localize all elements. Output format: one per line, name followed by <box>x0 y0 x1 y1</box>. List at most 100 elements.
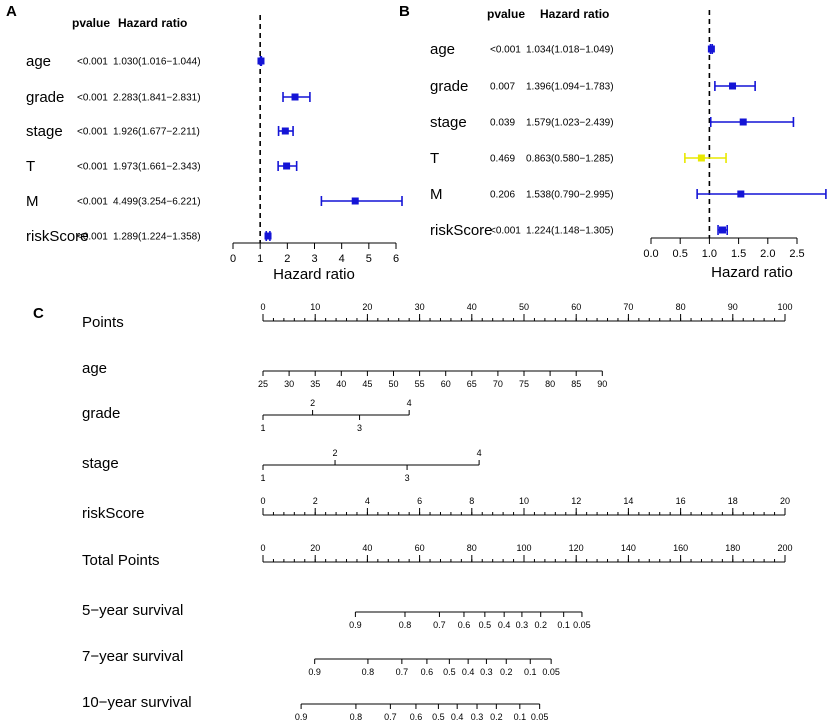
pvalue-text: <0.001 <box>77 162 108 173</box>
x-axis-tick-label: 6 <box>393 253 399 265</box>
nomogram-tick-label: 0.6 <box>421 667 434 677</box>
nomogram-tick-label: 0.05 <box>542 667 560 677</box>
hr-point <box>739 118 747 126</box>
nomogram-tick-label: 70 <box>493 379 503 389</box>
pvalue-text: <0.001 <box>77 232 108 243</box>
nomogram-tick-label: 160 <box>673 543 688 553</box>
nomogram-category-label: 1 <box>260 473 265 483</box>
nomogram-row-label: Points <box>82 314 124 331</box>
nomogram-tick-label: 0.9 <box>349 620 362 630</box>
nomogram-tick-label: 0.5 <box>479 620 492 630</box>
nomogram-tick-label: 0.8 <box>399 620 412 630</box>
row-label: stage <box>26 123 63 140</box>
nomogram-tick-label: 6 <box>417 496 422 506</box>
nomogram-tick-label: 0.4 <box>462 667 475 677</box>
forest-plot-b: B pvalue Hazard ratio age <0.001 1.034(1.0… <box>399 3 827 281</box>
row-label: riskScore <box>430 222 493 239</box>
pvalue-text: <0.001 <box>77 127 108 138</box>
hr-text: 0.863(0.580−1.285) <box>526 154 614 165</box>
pvalue-text: <0.001 <box>490 45 521 56</box>
x-axis-tick-label: 3 <box>311 253 317 265</box>
hr-text: 1.973(1.661−2.343) <box>113 162 201 173</box>
pvalue-text: <0.001 <box>490 226 521 237</box>
nomogram-row-label: 10−year survival <box>82 694 192 711</box>
x-axis-tick-label: 2.0 <box>760 248 775 260</box>
nomogram-tick-label: 55 <box>415 379 425 389</box>
nomogram-tick-label: 40 <box>467 302 477 312</box>
x-axis-tick-label: 1 <box>257 253 263 265</box>
nomogram-tick-label: 0.1 <box>524 667 537 677</box>
x-axis-tick-label: 1.0 <box>702 248 717 260</box>
nomogram-tick-label: 0.4 <box>498 620 511 630</box>
hr-point <box>291 93 299 101</box>
hr-text: 1.030(1.016−1.044) <box>113 57 201 68</box>
nomogram-tick-label: 18 <box>728 496 738 506</box>
row-label: grade <box>26 89 64 106</box>
nomogram-tick-label: 30 <box>284 379 294 389</box>
nomogram-tick-label: 0.8 <box>362 667 375 677</box>
row-label: T <box>26 158 35 175</box>
hr-text: 1.579(1.023−2.439) <box>526 118 614 129</box>
nomogram-tick-label: 0.3 <box>471 712 484 722</box>
hr-point <box>729 82 737 90</box>
nomogram-tick-label: 16 <box>676 496 686 506</box>
x-axis-label-b: Hazard ratio <box>711 264 793 281</box>
nomogram-tick-label: 120 <box>569 543 584 553</box>
nomogram-tick-label: 0.5 <box>432 712 445 722</box>
nomogram-tick-label: 0.7 <box>433 620 446 630</box>
nomogram-row-label: stage <box>82 455 119 472</box>
nomogram-tick-label: 0 <box>260 496 265 506</box>
nomogram-tick-label: 8 <box>469 496 474 506</box>
hr-text: 4.499(3.254−6.221) <box>113 197 201 208</box>
header-hr-a: Hazard ratio <box>118 16 187 30</box>
hr-point <box>283 162 291 170</box>
nomogram-tick-label: 140 <box>621 543 636 553</box>
nomogram-tick-label: 0.2 <box>490 712 503 722</box>
nomogram-tick-label: 70 <box>623 302 633 312</box>
nomogram-row-label: Total Points <box>82 552 160 569</box>
nomogram-tick-label: 0.7 <box>384 712 397 722</box>
pvalue-text: <0.001 <box>77 57 108 68</box>
hr-point <box>257 57 265 65</box>
hr-point <box>707 45 715 53</box>
nomogram-tick-label: 80 <box>545 379 555 389</box>
nomogram-tick-label: 20 <box>310 543 320 553</box>
nomogram-tick-label: 90 <box>728 302 738 312</box>
nomogram-tick-label: 100 <box>777 302 792 312</box>
nomogram-tick-label: 0.2 <box>534 620 547 630</box>
nomogram-tick-label: 0 <box>260 302 265 312</box>
nomogram-row-label: age <box>82 360 107 377</box>
nomogram-row-label: grade <box>82 405 120 422</box>
row-label: riskScore <box>26 228 89 245</box>
pvalue-text: 0.007 <box>490 82 515 93</box>
hr-point <box>281 127 289 135</box>
nomogram-tick-label: 85 <box>571 379 581 389</box>
nomogram-category-label: 4 <box>407 398 412 408</box>
row-label: M <box>26 193 39 210</box>
panel-label-c: C <box>33 305 44 322</box>
nomogram-tick-label: 60 <box>571 302 581 312</box>
x-axis-tick-label: 4 <box>339 253 345 265</box>
nomogram-tick-label: 65 <box>467 379 477 389</box>
nomogram-tick-label: 80 <box>467 543 477 553</box>
hr-text: 1.396(1.094−1.783) <box>526 82 614 93</box>
nomogram-category-label: 3 <box>357 423 362 433</box>
nomogram-tick-label: 100 <box>516 543 531 553</box>
nomogram-tick-label: 25 <box>258 379 268 389</box>
nomogram-tick-label: 0.6 <box>410 712 423 722</box>
nomogram-tick-label: 10 <box>519 496 529 506</box>
nomogram-tick-label: 0 <box>260 543 265 553</box>
nomogram-tick-label: 30 <box>415 302 425 312</box>
hr-point <box>264 232 272 240</box>
nomogram-tick-label: 45 <box>362 379 372 389</box>
hr-point <box>737 190 745 198</box>
nomogram-category-label: 2 <box>310 398 315 408</box>
x-axis-tick-label: 0.0 <box>643 248 658 260</box>
nomogram-tick-label: 75 <box>519 379 529 389</box>
hr-point <box>697 154 705 162</box>
nomogram-tick-label: 12 <box>571 496 581 506</box>
nomogram-tick-label: 0.5 <box>443 667 456 677</box>
hr-point <box>351 197 359 205</box>
